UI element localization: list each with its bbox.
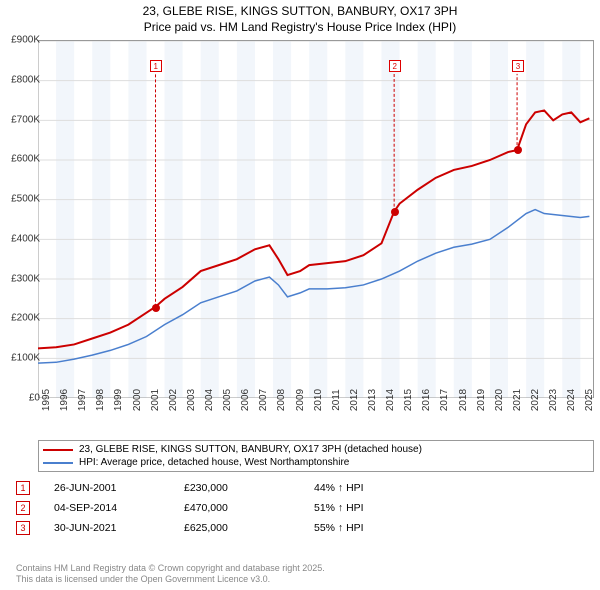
x-tick-label: 2016 xyxy=(421,389,432,411)
y-tick-label: £800K xyxy=(11,74,40,85)
legend-item: HPI: Average price, detached house, West… xyxy=(43,456,589,469)
x-tick-label: 1995 xyxy=(41,389,52,411)
x-tick-label: 2023 xyxy=(548,389,559,411)
x-tick-label: 2003 xyxy=(186,389,197,411)
x-tick-label: 2004 xyxy=(204,389,215,411)
y-tick-label: £300K xyxy=(11,273,40,284)
y-tick-label: £200K xyxy=(11,313,40,324)
transaction-price: £625,000 xyxy=(184,522,314,534)
transaction-date: 04-SEP-2014 xyxy=(54,502,184,514)
footer-attribution: Contains HM Land Registry data © Crown c… xyxy=(16,563,325,586)
transaction-pct: 55% ↑ HPI xyxy=(314,522,414,534)
x-tick-label: 1998 xyxy=(95,389,106,411)
y-tick-label: £500K xyxy=(11,194,40,205)
footer-line1: Contains HM Land Registry data © Crown c… xyxy=(16,563,325,575)
x-tick-label: 2022 xyxy=(530,389,541,411)
x-tick-label: 1996 xyxy=(59,389,70,411)
transaction-marker: 1 xyxy=(16,481,30,495)
x-tick-label: 1997 xyxy=(77,389,88,411)
marker-dot-3 xyxy=(514,146,522,154)
x-tick-label: 2018 xyxy=(458,389,469,411)
chart-svg xyxy=(38,41,593,398)
marker-label-1: 1 xyxy=(150,60,162,72)
marker-label-3: 3 xyxy=(512,60,524,72)
title-line1: 23, GLEBE RISE, KINGS SUTTON, BANBURY, O… xyxy=(10,4,590,20)
transaction-marker: 3 xyxy=(16,521,30,535)
y-tick-label: £700K xyxy=(11,114,40,125)
marker-dot-2 xyxy=(391,208,399,216)
x-tick-label: 2005 xyxy=(222,389,233,411)
x-tick-label: 2006 xyxy=(240,389,251,411)
marker-label-2: 2 xyxy=(389,60,401,72)
x-tick-label: 2017 xyxy=(439,389,450,411)
x-tick-label: 2011 xyxy=(331,389,342,411)
y-tick-label: £600K xyxy=(11,154,40,165)
x-tick-label: 2020 xyxy=(494,389,505,411)
marker-dot-1 xyxy=(152,304,160,312)
legend-label: HPI: Average price, detached house, West… xyxy=(79,457,349,468)
x-tick-label: 2019 xyxy=(476,389,487,411)
transaction-pct: 44% ↑ HPI xyxy=(314,482,414,494)
y-tick-label: £0 xyxy=(29,393,40,404)
x-tick-label: 2025 xyxy=(584,389,595,411)
x-tick-label: 2012 xyxy=(349,389,360,411)
chart-title: 23, GLEBE RISE, KINGS SUTTON, BANBURY, O… xyxy=(0,0,600,37)
legend-swatch xyxy=(43,462,73,464)
y-tick-label: £900K xyxy=(11,35,40,46)
footer-line2: This data is licensed under the Open Gov… xyxy=(16,574,325,586)
transaction-table: 1 26-JUN-2001£230,00044% ↑ HPI 2 04-SEP-201… xyxy=(14,478,584,538)
x-tick-label: 2001 xyxy=(150,389,161,411)
transaction-price: £230,000 xyxy=(184,482,314,494)
x-tick-label: 2010 xyxy=(313,389,324,411)
chart-area: 1 2 3 xyxy=(38,40,594,398)
x-tick-label: 2009 xyxy=(295,389,306,411)
x-tick-label: 2000 xyxy=(132,389,143,411)
legend-box: 23, GLEBE RISE, KINGS SUTTON, BANBURY, O… xyxy=(38,440,594,472)
transaction-price: £470,000 xyxy=(184,502,314,514)
transaction-row: 1 26-JUN-2001£230,00044% ↑ HPI xyxy=(14,478,584,498)
transaction-row: 3 30-JUN-2021£625,00055% ↑ HPI xyxy=(14,518,584,538)
x-tick-label: 2002 xyxy=(168,389,179,411)
x-tick-label: 2015 xyxy=(403,389,414,411)
y-tick-label: £400K xyxy=(11,233,40,244)
x-tick-label: 2007 xyxy=(258,389,269,411)
legend-swatch xyxy=(43,449,73,451)
x-tick-label: 2013 xyxy=(367,389,378,411)
transaction-date: 30-JUN-2021 xyxy=(54,522,184,534)
transaction-date: 26-JUN-2001 xyxy=(54,482,184,494)
transaction-marker: 2 xyxy=(16,501,30,515)
transaction-row: 2 04-SEP-2014£470,00051% ↑ HPI xyxy=(14,498,584,518)
x-tick-label: 2024 xyxy=(566,389,577,411)
x-tick-label: 1999 xyxy=(113,389,124,411)
title-line2: Price paid vs. HM Land Registry's House … xyxy=(10,20,590,36)
x-tick-label: 2008 xyxy=(276,389,287,411)
transaction-pct: 51% ↑ HPI xyxy=(314,502,414,514)
legend-label: 23, GLEBE RISE, KINGS SUTTON, BANBURY, O… xyxy=(79,444,422,455)
x-tick-label: 2014 xyxy=(385,389,396,411)
legend-item: 23, GLEBE RISE, KINGS SUTTON, BANBURY, O… xyxy=(43,443,589,456)
x-tick-label: 2021 xyxy=(512,389,523,411)
y-tick-label: £100K xyxy=(11,353,40,364)
